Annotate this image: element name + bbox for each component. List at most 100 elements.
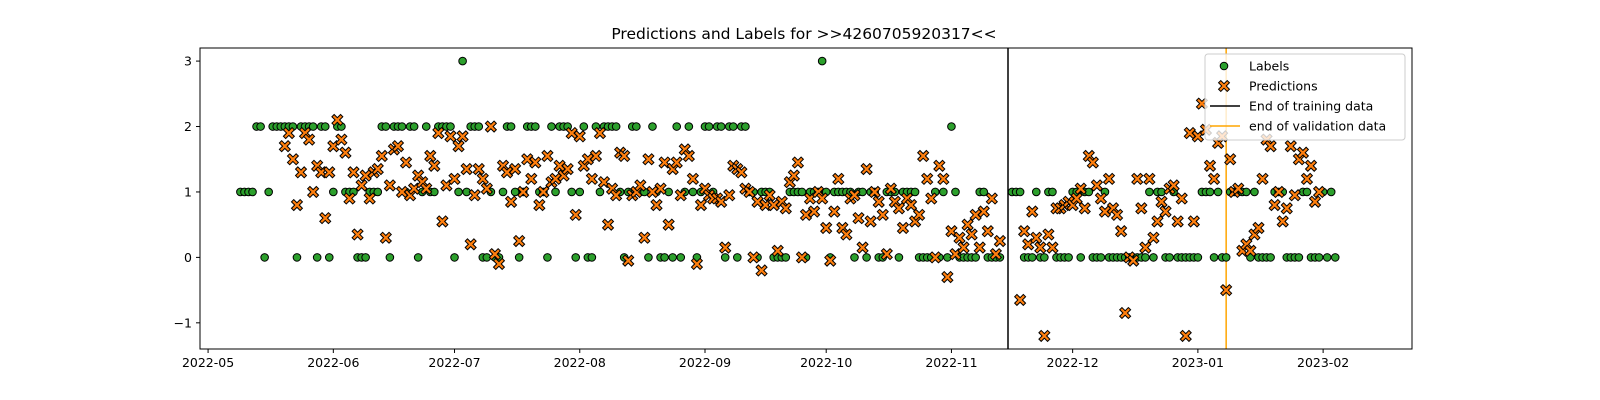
label-point [660, 253, 669, 262]
label-point [413, 253, 423, 262]
label-point [587, 253, 597, 262]
prediction-point [1272, 185, 1285, 199]
prediction-point [941, 270, 954, 284]
prediction-point [561, 162, 574, 176]
y-tick-label: 1 [184, 184, 192, 199]
prediction-point [1191, 130, 1205, 143]
label-point [979, 187, 989, 197]
prediction-point [1203, 159, 1217, 172]
legend-label: Labels [1249, 59, 1289, 74]
prediction-point [719, 241, 732, 254]
prediction-point [585, 172, 599, 186]
label-point [1302, 187, 1312, 197]
prediction-point [1187, 215, 1201, 228]
prediction-point [1284, 139, 1297, 153]
prediction-point [1304, 159, 1318, 172]
label-point [648, 122, 657, 131]
prediction-point [359, 169, 372, 182]
prediction-point [723, 189, 736, 202]
x-tick-label: 2022-08 [554, 355, 606, 370]
prediction-point [399, 156, 413, 169]
prediction-point [1147, 231, 1160, 244]
prediction-point [658, 156, 671, 169]
prediction-point [440, 179, 453, 192]
label-point [611, 122, 621, 131]
prediction-point [315, 166, 328, 179]
legend-box [1204, 53, 1406, 141]
prediction-point [1268, 198, 1281, 212]
prediction-point [759, 198, 772, 212]
label-point [684, 122, 694, 131]
x-axis: 2022-05 2022-06 2022-07 2022-08 2022-09 2022-… [182, 349, 1349, 370]
prediction-point [735, 166, 748, 179]
prediction-point [1232, 182, 1245, 195]
prediction-point [537, 185, 550, 199]
prediction-point [779, 202, 792, 215]
chart-marks [236, 56, 1340, 343]
prediction-point [868, 185, 881, 199]
label-point [1213, 187, 1223, 197]
label-point [320, 122, 330, 131]
label-point [644, 253, 653, 262]
prediction-point [977, 205, 990, 218]
prediction-point [828, 205, 841, 218]
label-point [450, 253, 459, 262]
prediction-point [391, 139, 405, 153]
prediction-point [832, 172, 845, 186]
prediction-point [1256, 172, 1269, 186]
prediction-point [335, 133, 348, 146]
prediction-point [1078, 202, 1091, 215]
prediction-point [714, 195, 728, 208]
prediction-point [351, 228, 364, 241]
prediction-point [407, 182, 421, 195]
label-point [1027, 253, 1037, 262]
prediction-point [618, 149, 631, 163]
prediction-point [371, 162, 384, 176]
prediction-point [601, 218, 615, 231]
label-point [256, 122, 265, 131]
prediction-point [278, 139, 292, 153]
label-point [373, 187, 383, 197]
prediction-point [1276, 215, 1289, 228]
x-tick-label: 2022-10 [800, 355, 852, 370]
prediction-point [1224, 153, 1237, 166]
label-point [1145, 187, 1154, 197]
legend-item: End of training data [1210, 99, 1373, 114]
prediction-point [504, 195, 518, 208]
prediction-point [1244, 244, 1257, 258]
prediction-point [751, 195, 764, 208]
prediction-point [654, 182, 667, 195]
prediction-point [553, 159, 566, 172]
label-point [741, 122, 750, 131]
prediction-point [969, 208, 982, 222]
prediction-point [791, 156, 805, 169]
label-point [1322, 253, 1332, 262]
label-point [454, 187, 463, 197]
prediction-point [965, 228, 978, 241]
legend-item: Labels [1219, 59, 1289, 74]
prediction-point [1094, 192, 1108, 205]
prediction-point [432, 126, 445, 140]
prediction-point [985, 192, 999, 205]
prediction-point [1090, 179, 1104, 192]
prediction-point [476, 172, 489, 186]
prediction-point [529, 156, 542, 169]
prediction-point [662, 218, 675, 231]
prediction-point [597, 175, 611, 189]
label-point [1330, 253, 1340, 262]
label-point [498, 187, 508, 197]
prediction-point [981, 225, 994, 238]
label-point [672, 122, 682, 131]
prediction-point [824, 254, 837, 267]
prediction-point [500, 166, 514, 179]
label-point [1064, 253, 1073, 262]
label-point [1076, 253, 1086, 262]
prediction-point [525, 172, 538, 186]
label-point [474, 122, 484, 131]
prediction-point [876, 208, 889, 222]
prediction-point [290, 198, 304, 212]
prediction-point [1300, 172, 1314, 186]
label-point [324, 253, 334, 262]
legend-label: End of training data [1249, 99, 1373, 114]
prediction-point [642, 153, 655, 166]
